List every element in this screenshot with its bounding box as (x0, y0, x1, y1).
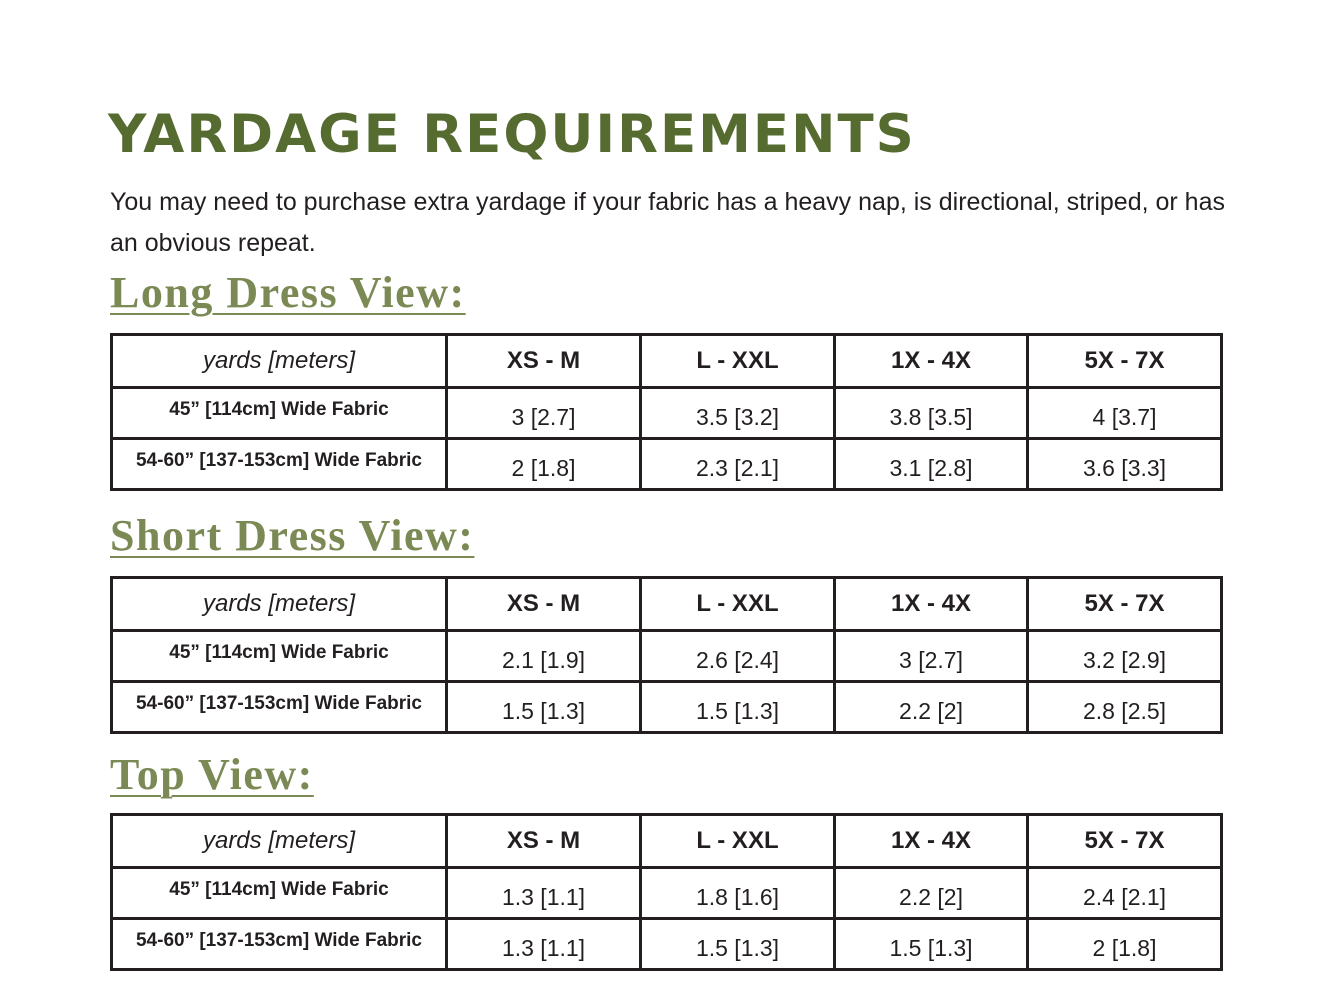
yardage-value: 3.8 [3.5] (833, 386, 1029, 440)
yardage-value: 1.5 [1.3] (833, 917, 1029, 971)
yardage-value: 1.3 [1.1] (445, 917, 642, 971)
yardage-value: 3 [2.7] (833, 629, 1029, 683)
table-row: 54-60” [137-153cm] Wide Fabric 1.5 [1.3] 1… (110, 680, 1223, 734)
size-header: XS - M (445, 813, 642, 869)
size-header: 1X - 4X (833, 333, 1029, 389)
yardage-value: 3.6 [3.3] (1026, 437, 1223, 491)
size-header: 5X - 7X (1026, 813, 1223, 869)
section-heading-short-dress-view: Short Dress View: (110, 511, 475, 560)
unit-header: yards [meters] (110, 813, 448, 869)
yardage-value: 2.6 [2.4] (639, 629, 836, 683)
yardage-value: 2.1 [1.9] (445, 629, 642, 683)
size-header: 5X - 7X (1026, 576, 1223, 632)
table-row: 45” [114cm] Wide Fabric 1.3 [1.1] 1.8 [1.6… (110, 866, 1223, 920)
yardage-value: 3.2 [2.9] (1026, 629, 1223, 683)
yardage-value: 1.5 [1.3] (445, 680, 642, 734)
yardage-value: 2 [1.8] (445, 437, 642, 491)
page-title: YARDAGE REQUIREMENTS (108, 104, 916, 165)
size-header: 5X - 7X (1026, 333, 1223, 389)
size-header: L - XXL (639, 333, 836, 389)
size-header: 1X - 4X (833, 813, 1029, 869)
fabric-width-label: 54-60” [137-153cm] Wide Fabric (110, 437, 448, 491)
yardage-value: 1.8 [1.6] (639, 866, 836, 920)
size-header: 1X - 4X (833, 576, 1029, 632)
fabric-width-label: 54-60” [137-153cm] Wide Fabric (110, 917, 448, 971)
fabric-width-label: 45” [114cm] Wide Fabric (110, 386, 448, 440)
table-row: 54-60” [137-153cm] Wide Fabric 1.3 [1.1] 1… (110, 917, 1223, 971)
yardage-value: 4 [3.7] (1026, 386, 1223, 440)
size-header: L - XXL (639, 813, 836, 869)
yardage-value: 3 [2.7] (445, 386, 642, 440)
fabric-width-label: 54-60” [137-153cm] Wide Fabric (110, 680, 448, 734)
yardage-value: 1.3 [1.1] (445, 866, 642, 920)
yardage-value: 2.8 [2.5] (1026, 680, 1223, 734)
size-header: XS - M (445, 333, 642, 389)
section-heading-long-dress-view: Long Dress View: (110, 268, 466, 317)
section-heading-top-view: Top View: (110, 750, 314, 799)
unit-header: yards [meters] (110, 333, 448, 389)
yardage-value: 2.3 [2.1] (639, 437, 836, 491)
unit-header: yards [meters] (110, 576, 448, 632)
fabric-width-label: 45” [114cm] Wide Fabric (110, 866, 448, 920)
yardage-value: 2.2 [2] (833, 680, 1029, 734)
yardage-value: 2.4 [2.1] (1026, 866, 1223, 920)
yardage-value: 2.2 [2] (833, 866, 1029, 920)
yardage-value: 3.5 [3.2] (639, 386, 836, 440)
fabric-width-label: 45” [114cm] Wide Fabric (110, 629, 448, 683)
table-row: 54-60” [137-153cm] Wide Fabric 2 [1.8] 2.3… (110, 437, 1223, 491)
size-header: L - XXL (639, 576, 836, 632)
yardage-value: 1.5 [1.3] (639, 917, 836, 971)
size-header: XS - M (445, 576, 642, 632)
table-row: 45” [114cm] Wide Fabric 3 [2.7] 3.5 [3.2] 3… (110, 386, 1223, 440)
yardage-value: 2 [1.8] (1026, 917, 1223, 971)
table-row: 45” [114cm] Wide Fabric 2.1 [1.9] 2.6 [2.4… (110, 629, 1223, 683)
yardage-value: 1.5 [1.3] (639, 680, 836, 734)
intro-text: You may need to purchase extra yardage i… (110, 188, 1225, 257)
yardage-value: 3.1 [2.8] (833, 437, 1029, 491)
